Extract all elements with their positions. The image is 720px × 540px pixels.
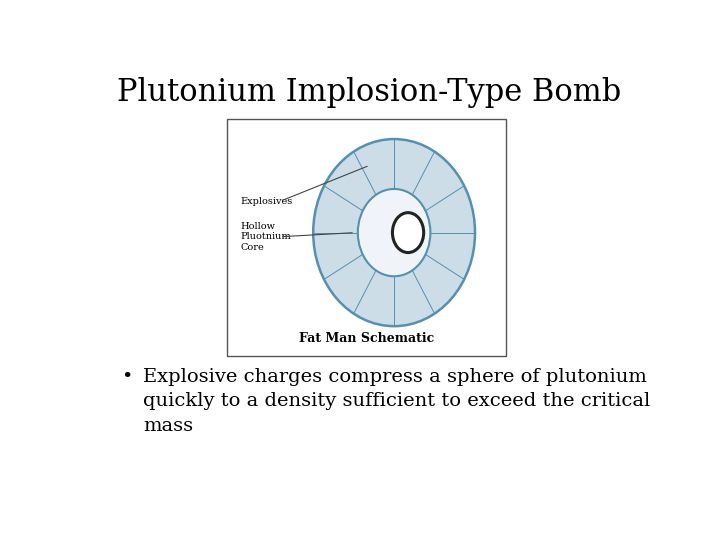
Bar: [227, 119, 505, 356]
Text: Plutonium Implosion-Type Bomb: Plutonium Implosion-Type Bomb: [117, 77, 621, 109]
Text: mass: mass: [143, 416, 193, 435]
Ellipse shape: [313, 139, 475, 326]
Ellipse shape: [358, 189, 431, 276]
Text: Hollow
Pluotnium
Core: Hollow Pluotnium Core: [240, 222, 292, 252]
Text: Fat Man Schematic: Fat Man Schematic: [299, 333, 434, 346]
Text: Explosive charges compress a sphere of plutonium: Explosive charges compress a sphere of p…: [143, 368, 647, 386]
Text: Explosives: Explosives: [240, 197, 293, 206]
Ellipse shape: [392, 213, 423, 253]
Text: •: •: [121, 368, 132, 386]
Text: quickly to a density sufficient to exceed the critical: quickly to a density sufficient to excee…: [143, 393, 650, 410]
